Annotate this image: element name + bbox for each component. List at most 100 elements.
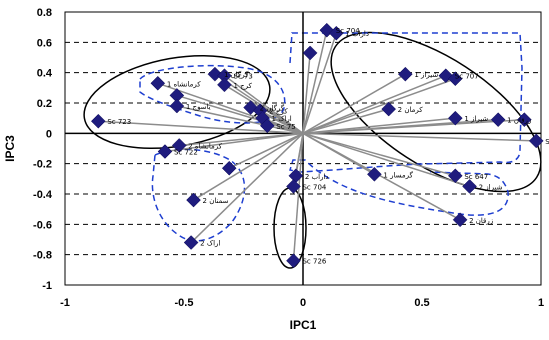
x-axis-title: IPC1 (290, 318, 317, 332)
data-point-20 (286, 179, 301, 194)
cluster-overlays (83, 31, 542, 269)
point-label-22: 2 کرمان (398, 106, 424, 114)
point-label-13: 1 اراک (272, 115, 292, 123)
vector-26 (302, 117, 456, 135)
data-point-18 (328, 25, 344, 41)
y-tick-label-8: -0.8 (33, 250, 52, 262)
data-point-10 (217, 77, 232, 93)
point-label-23: 1 شیراز (414, 71, 438, 79)
point-label-2: 1 کرمانشاه (167, 80, 201, 88)
vector-28 (302, 118, 525, 135)
group-outline-upper-left (139, 64, 286, 124)
x-tick-label-4: 1 (538, 297, 544, 309)
y-tick-label-2: 0.4 (37, 68, 53, 80)
data-point-2 (150, 75, 166, 91)
point-label-20: Sc 704 (302, 183, 326, 191)
vector-18 (302, 32, 338, 134)
vector-24 (302, 75, 447, 135)
point-label-29: Sc 70 (545, 138, 549, 146)
point-label-26: 1 شیراز (464, 115, 488, 123)
vector-29 (302, 132, 537, 142)
vector-5 (179, 132, 304, 147)
data-point-25 (447, 71, 463, 87)
point-label-17: Sc 704 (336, 27, 360, 35)
y-tick-label-7: -0.6 (33, 219, 52, 231)
data-point-33 (452, 212, 468, 228)
vector-32 (302, 132, 470, 188)
vector-12 (259, 109, 304, 134)
point-labels: Sc 723 Sc 722 1 کرمانشاه 1 یاسوج 2 کرمانشاه 2… (107, 27, 549, 266)
data-point-26 (447, 110, 463, 126)
point-label-10: 1 کرج (233, 82, 252, 90)
point-label-9: Sc 73 (233, 73, 252, 81)
data-point-23 (397, 66, 413, 82)
vector-9 (224, 75, 304, 134)
y-tick-label-6: -0.4 (33, 189, 53, 201)
data-point-4 (169, 98, 185, 114)
data-point-30 (367, 166, 382, 182)
vector-23 (302, 73, 406, 134)
y-tick-label-9: -1 (42, 280, 52, 292)
vector-31 (302, 132, 456, 177)
group-outline-right (289, 32, 523, 216)
data-point-14 (259, 118, 275, 134)
y-tick-label-4: 0 (46, 128, 52, 140)
vector-16 (302, 52, 311, 134)
data-point-0 (90, 113, 106, 129)
point-label-14: Sc 75 (276, 123, 295, 131)
data-point-7 (183, 235, 199, 250)
x-tick-label-2: 0 (300, 297, 306, 309)
point-label-27: 1 زرقان (507, 117, 531, 125)
point-label-7: 2 اراک (200, 240, 220, 248)
vector-1 (164, 132, 304, 153)
data-point-8 (207, 66, 223, 82)
point-label-30: 1 گرمسار (383, 170, 413, 179)
data-point-21 (286, 253, 301, 269)
y-tick-label-1: 0.6 (37, 37, 52, 49)
point-label-24: Sc 707 (455, 73, 479, 81)
data-point-29 (528, 133, 544, 149)
y-tick-label-0: 0.8 (37, 7, 52, 19)
data-point-1 (157, 144, 173, 159)
data-point-22 (381, 101, 397, 117)
vector-17 (302, 30, 328, 134)
data-point-28 (516, 112, 532, 128)
data-point-31 (447, 168, 463, 184)
group-outline-lower-left (151, 148, 246, 242)
point-label-31: Sc 647 (464, 173, 488, 181)
data-point-15 (221, 160, 237, 176)
point-label-11: 2 گرگان (260, 104, 285, 113)
y-tick-label-3: 0.2 (37, 98, 52, 110)
data-point-27 (490, 112, 506, 128)
y-axis-title: IPC3 (3, 135, 17, 162)
data-points (90, 22, 544, 269)
point-label-32: 2 شیراز (479, 183, 503, 191)
point-label-4: 1 یاسوج (186, 103, 211, 111)
point-label-18: 1 داراب (345, 30, 369, 38)
x-tick-label-0: -1 (60, 297, 70, 309)
point-label-21: Sc 726 (302, 258, 326, 266)
x-tick-label-3: 0.5 (414, 297, 429, 309)
vector-3 (176, 94, 304, 135)
x-tick-label-1: -0.5 (175, 297, 194, 309)
vector-7 (190, 132, 304, 244)
data-point-6 (186, 192, 201, 208)
point-label-1: Sc 722 (174, 149, 198, 157)
data-point-11 (243, 100, 258, 115)
data-point-5 (171, 138, 187, 153)
vector-25 (302, 78, 456, 135)
vector-15 (228, 132, 304, 169)
point-label-33: 2 زرقان (469, 217, 493, 225)
vector-6 (193, 132, 304, 201)
vector-33 (302, 132, 461, 221)
point-label-8: 1 گرگان (224, 70, 249, 79)
point-label-12: 2 کرج (269, 108, 288, 116)
cluster-ellipse-bottom (273, 187, 307, 269)
tick-labels: -1 -0.5 0 0.5 1 0.8 0.6 0.4 0.2 0 -0.2 -0.4 -0.6 -0.8… (33, 7, 544, 309)
point-label-6: 2 سمنان (203, 197, 229, 205)
point-label-19: 2 داراب (305, 173, 329, 181)
point-label-5: 2 کرمانشاه (188, 142, 222, 150)
cluster-ellipse-right (330, 31, 542, 193)
data-point-16 (302, 45, 318, 61)
